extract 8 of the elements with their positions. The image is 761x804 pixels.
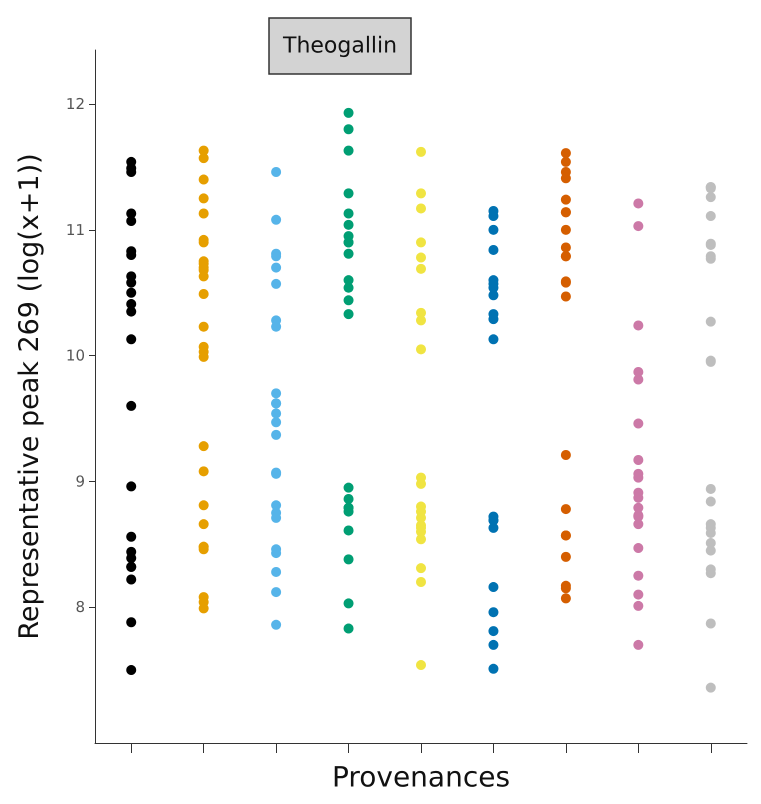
y-tick-label: 9 <box>75 472 85 490</box>
y-axis-title: Representative peak 269 (log(x+1)) <box>14 153 45 640</box>
y-tick-label: 12 <box>66 95 85 114</box>
y-tick-label: 8 <box>75 598 85 616</box>
y-tick-label: 11 <box>66 220 85 239</box>
y-tick-label: 10 <box>66 346 85 365</box>
chart-title: Theogallin <box>282 34 398 58</box>
x-axis-title: Provenances <box>332 760 510 794</box>
